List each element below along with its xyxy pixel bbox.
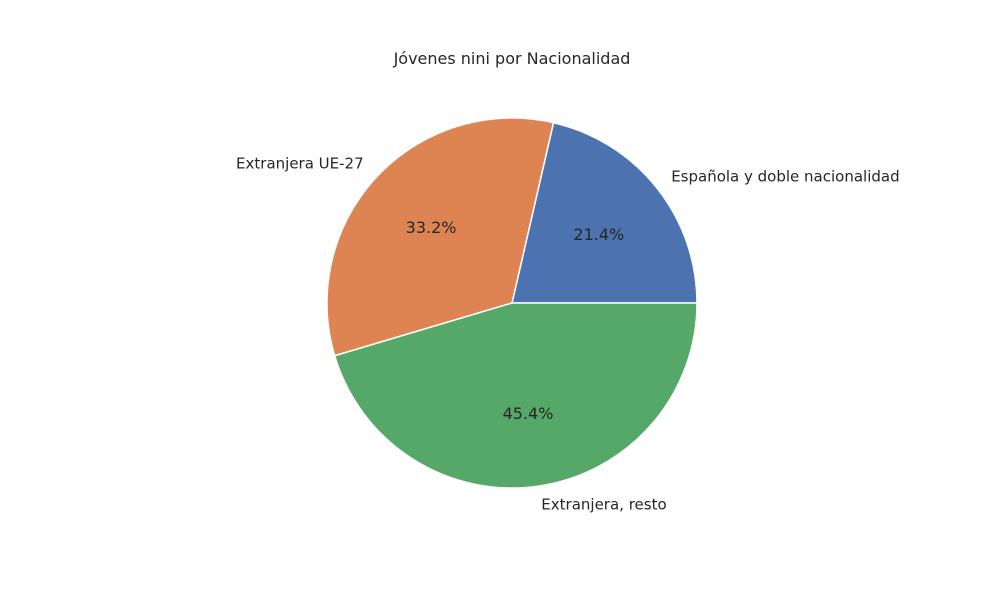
pie-slices (326, 117, 698, 489)
slice-label-3: Extranjera, resto (541, 495, 666, 513)
slice-label-2: Extranjera UE-27 (236, 155, 364, 173)
slice-percent-2: 33.2% (406, 218, 457, 237)
pie-labels: Española y doble nacionalidad 21.4% Extran… (236, 155, 900, 514)
slice-label-1: Española y doble nacionalidad (671, 167, 899, 185)
pie-slice-1 (511, 121, 698, 304)
slice-percent-1: 21.4% (573, 225, 624, 244)
pie-slice-3 (333, 302, 698, 489)
pie-slice-2 (326, 117, 555, 357)
slice-percent-3: 45.4% (503, 404, 554, 423)
chart-title: Jóvenes nini por Nacionalidad (393, 49, 631, 68)
